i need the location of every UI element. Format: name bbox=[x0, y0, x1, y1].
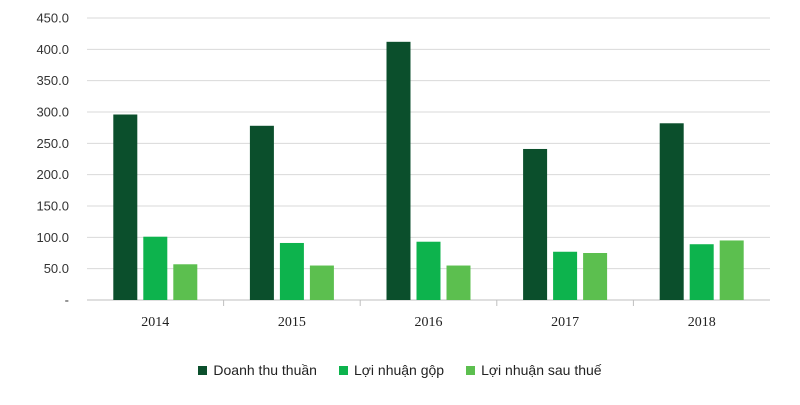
bar-2017-series-2 bbox=[553, 251, 578, 300]
bar-2018-series-3 bbox=[719, 240, 744, 300]
y-tick-label: 200.0 bbox=[36, 167, 69, 182]
bar-2016-series-2 bbox=[416, 241, 441, 300]
y-tick-label: 300.0 bbox=[36, 105, 69, 120]
bar-2016-series-3 bbox=[446, 265, 471, 300]
x-tick-label: 2015 bbox=[278, 315, 306, 330]
bar-2014-series-3 bbox=[173, 264, 198, 300]
x-tick-label: 2018 bbox=[688, 315, 716, 330]
x-tick-label: 2016 bbox=[415, 315, 443, 330]
bar-2014-series-2 bbox=[143, 236, 168, 300]
y-tick-label: 450.0 bbox=[36, 11, 69, 26]
legend-label: Lợi nhuận gộp bbox=[353, 362, 445, 378]
bar-2016-series-1 bbox=[386, 41, 411, 301]
legend-label: Lợi nhuận sau thuế bbox=[481, 362, 602, 378]
legend-item-doanh-thu[interactable]: Doanh thu thuần bbox=[198, 362, 317, 378]
bar-2015-series-1 bbox=[249, 125, 274, 300]
y-tick-label: 100.0 bbox=[36, 230, 69, 245]
bar-chart: - 50.0 100.0 150.0 200.0 250.0 300.0 350.0 400.0… bbox=[36, 11, 770, 330]
x-tick-label: 2017 bbox=[551, 315, 579, 330]
chart-legend: Doanh thu thuần Lợi nhuận gộp Lợi nhuận … bbox=[0, 362, 800, 378]
legend-swatch bbox=[198, 365, 208, 375]
y-tick-label: 150.0 bbox=[36, 199, 69, 214]
legend-item-loi-nhuan-gop[interactable]: Lợi nhuận gộp bbox=[338, 362, 445, 378]
bar-2015-series-2 bbox=[279, 242, 304, 300]
bar-2015-series-3 bbox=[309, 265, 334, 300]
legend-item-loi-nhuan-sau-thue[interactable]: Lợi nhuận sau thuế bbox=[466, 362, 602, 378]
y-tick-label: 400.0 bbox=[36, 42, 69, 57]
legend-swatch bbox=[466, 365, 476, 375]
bar-2018-series-2 bbox=[689, 244, 714, 300]
y-tick-label: 350.0 bbox=[36, 73, 69, 88]
bar-2014-series-1 bbox=[113, 114, 138, 300]
legend-swatch bbox=[338, 365, 348, 375]
bar-2017-series-1 bbox=[523, 148, 548, 300]
legend-label: Doanh thu thuần bbox=[213, 362, 317, 378]
bar-2017-series-3 bbox=[583, 253, 608, 300]
x-tick-label: 2014 bbox=[141, 315, 169, 330]
bar-2018-series-1 bbox=[659, 123, 684, 300]
y-tick-label: 50.0 bbox=[44, 261, 69, 276]
y-tick-label: 250.0 bbox=[36, 136, 69, 151]
y-tick-label: - bbox=[65, 293, 69, 308]
